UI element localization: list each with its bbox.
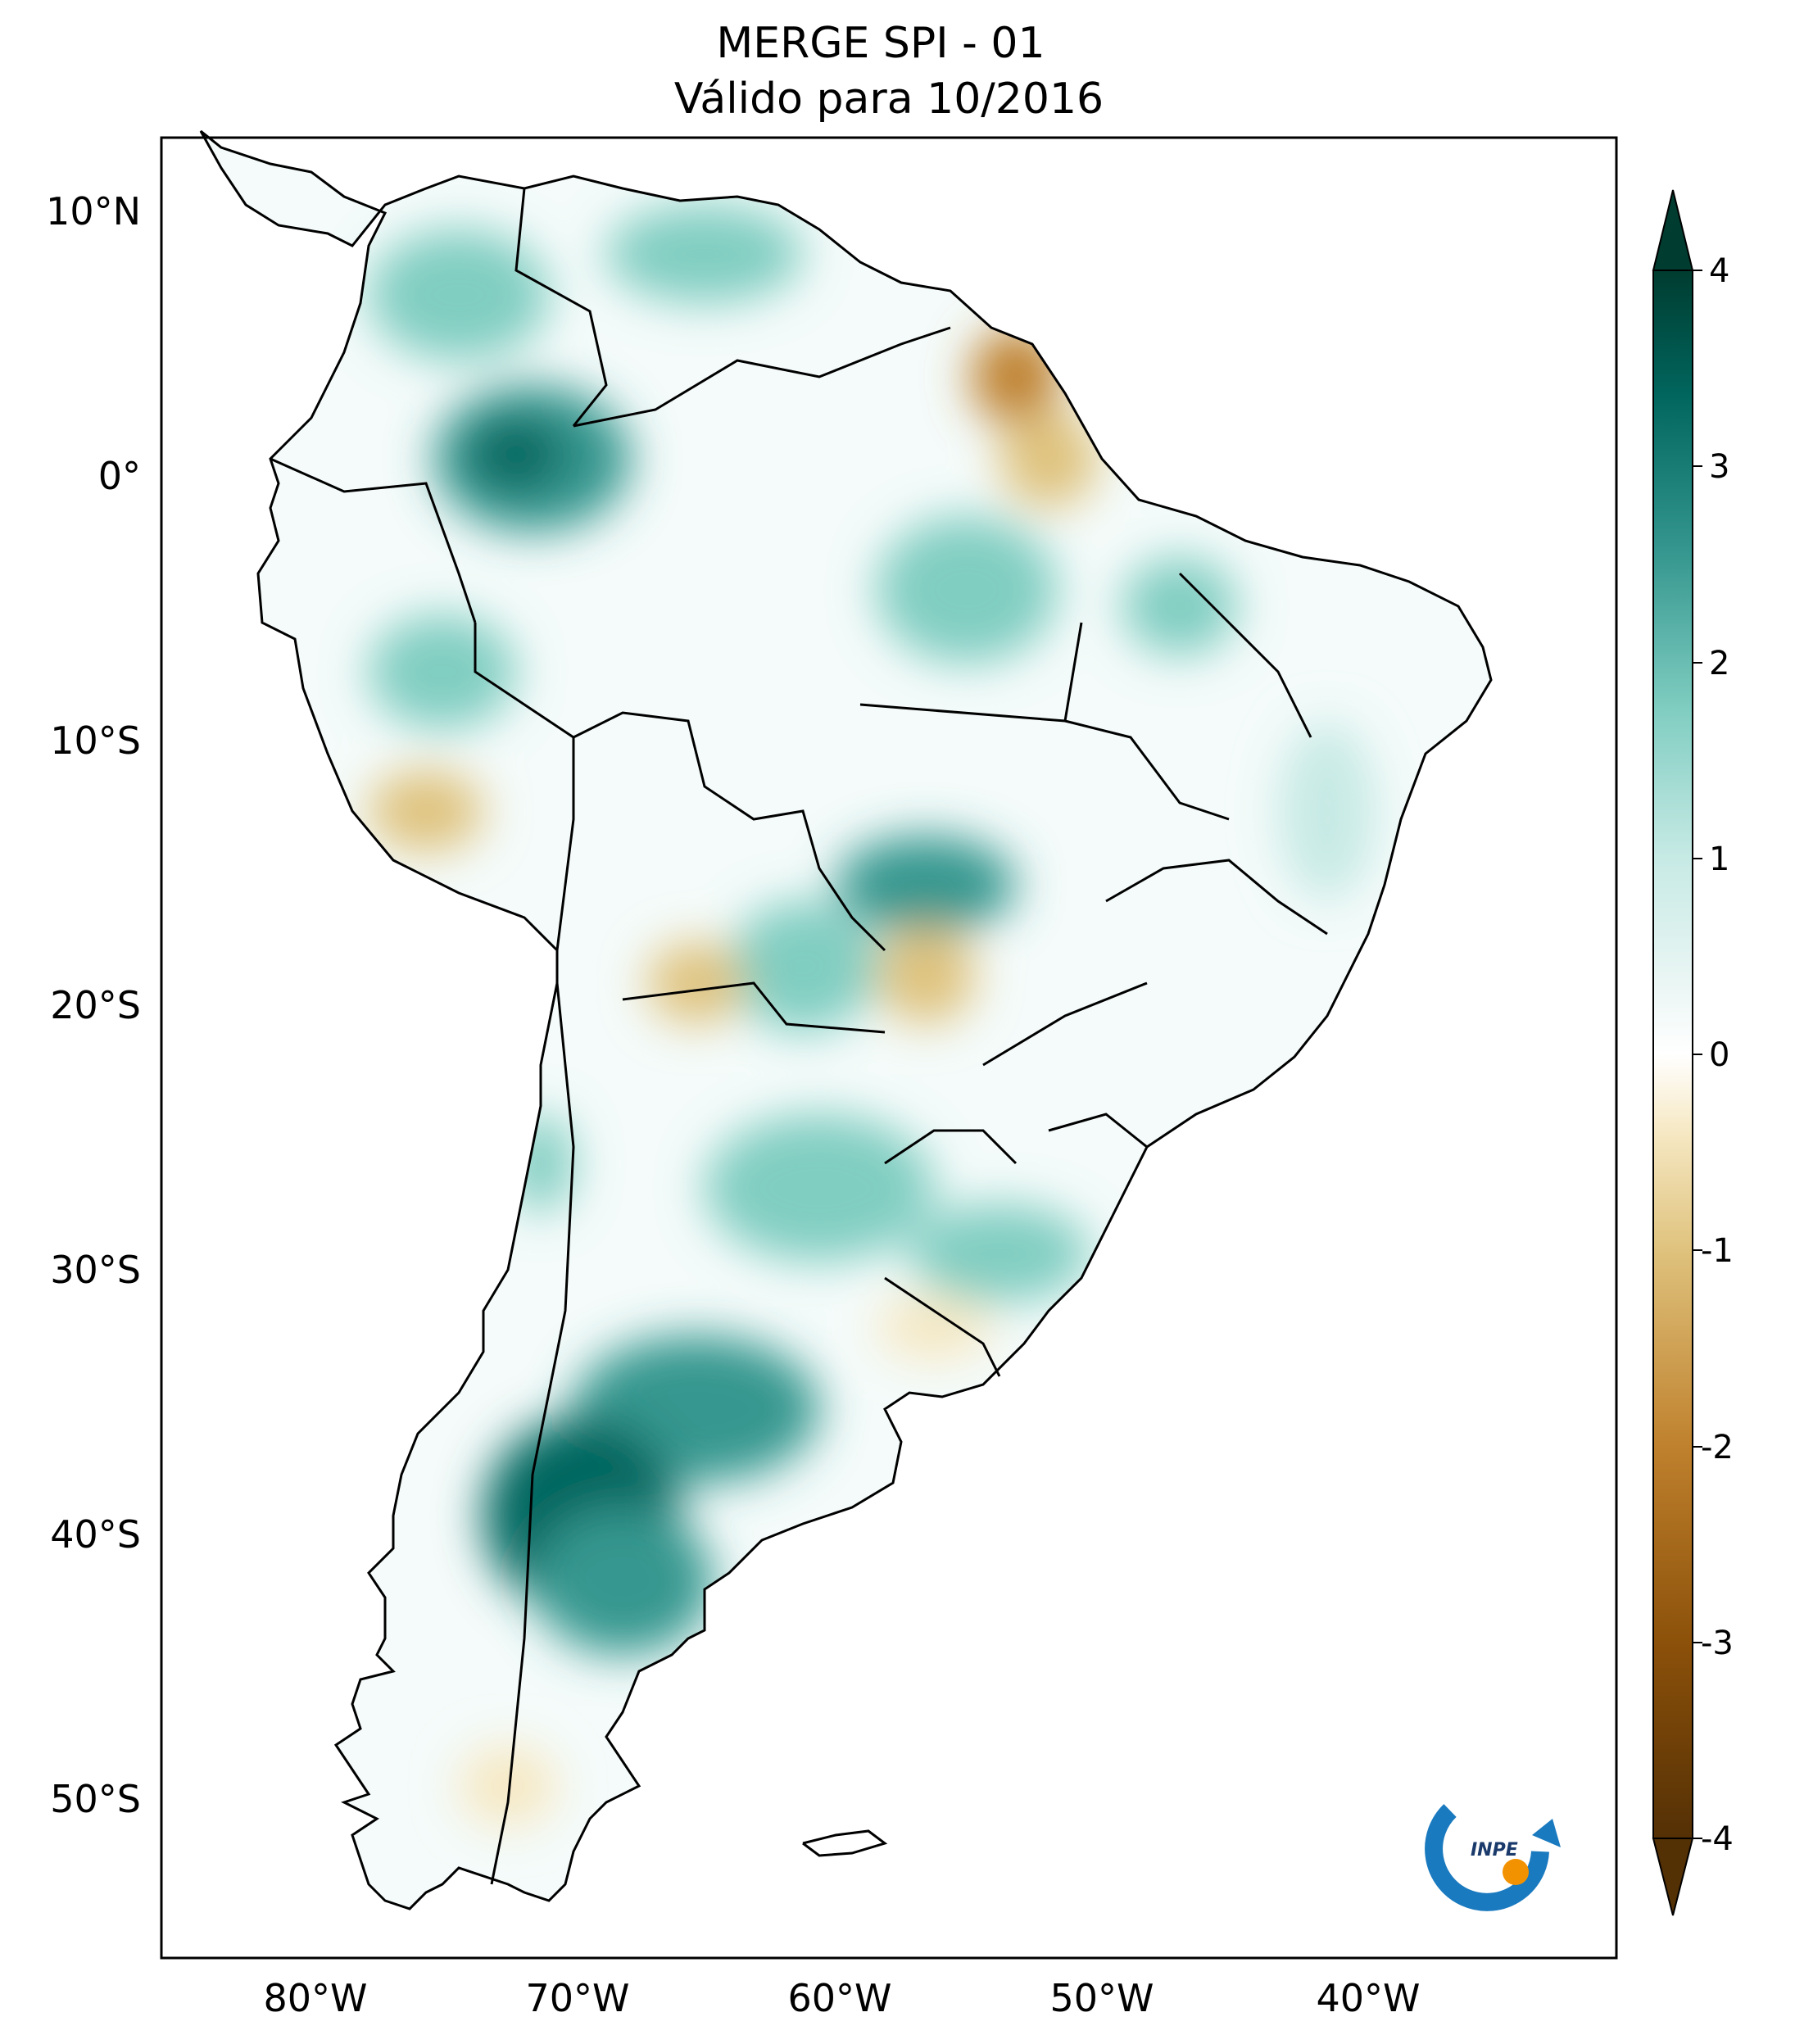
- lon-axis: 80°W 70°W 60°W 50°W 40°W: [263, 1976, 1420, 2020]
- cb-label-2: 2: [1709, 645, 1729, 682]
- colorbar-top-arrow: [1652, 189, 1694, 271]
- lat-label-50s: 50°S: [50, 1777, 141, 1821]
- blob-ms-dry: [877, 926, 975, 1024]
- blob-bahia-wet: [1278, 721, 1376, 901]
- blob-maranhao-wet: [1122, 557, 1237, 655]
- lat-label-10n: 10°N: [46, 189, 141, 233]
- blob-colombia-wet: [369, 229, 549, 360]
- state-border-3: [1178, 572, 1312, 738]
- coastline-and-borders: [199, 129, 1493, 1910]
- inpe-logo-icon: INPE: [1425, 1804, 1561, 1911]
- blob-rs-wet: [909, 1204, 1090, 1303]
- border-brazil-north: [573, 326, 951, 428]
- cb-label-m2: -2: [1701, 1429, 1734, 1466]
- lat-label-10s: 10°S: [50, 718, 141, 763]
- lon-label-60w: 60°W: [787, 1976, 891, 2020]
- border-brazil-uruguay: [884, 1276, 1001, 1377]
- border-peru-bolivia: [555, 737, 575, 951]
- cb-label-1: 1: [1709, 841, 1729, 878]
- inpe-logo-text: INPE: [1471, 1840, 1518, 1860]
- cb-label-m4: -4: [1701, 1820, 1734, 1858]
- blob-peru-wet: [369, 614, 516, 729]
- blob-venezuela-wet: [606, 205, 803, 303]
- blob-amazon-core: [467, 418, 565, 492]
- colorbar-tick-labels: 4 3 2 1 0 -1 -2 -3 -4: [1701, 252, 1734, 1858]
- border-colombia-peru: [270, 457, 477, 623]
- lon-label-80w: 80°W: [263, 1976, 367, 2020]
- cb-label-0: 0: [1709, 1036, 1729, 1074]
- cb-label-m3: -3: [1701, 1625, 1734, 1662]
- cb-label-m1: -1: [1701, 1232, 1734, 1270]
- blob-amapa-dry: [999, 410, 1098, 508]
- blob-mato-grosso-wet: [836, 836, 1016, 934]
- lat-label-30s: 30°S: [50, 1248, 141, 1292]
- blob-argentina-wet-3: [533, 1507, 713, 1655]
- lat-label-20s: 20°S: [50, 983, 141, 1027]
- blob-peru-dry: [369, 770, 483, 852]
- map-frame: [160, 136, 1618, 1960]
- blob-chaco-dry: [647, 942, 746, 1024]
- border-brazil-west: [474, 623, 886, 952]
- lat-axis: 10°N 0° 10°S 20°S 30°S 40°S 50°S: [46, 189, 141, 1821]
- spi-anomaly-blobs: [369, 205, 1376, 1827]
- state-border-4: [1105, 859, 1328, 936]
- colorbar-bar: [1652, 270, 1693, 1839]
- inpe-logo-arrow: [1532, 1819, 1561, 1847]
- cb-label-4: 4: [1709, 252, 1729, 290]
- lon-label-40w: 40°W: [1316, 1976, 1420, 2020]
- border-colombia-venezuela: [514, 188, 608, 427]
- inpe-logo-dot: [1503, 1859, 1529, 1885]
- border-bolivia-paraguay: [622, 981, 886, 1034]
- blob-para-wet: [877, 516, 1057, 664]
- lon-label-50w: 50°W: [1049, 1976, 1154, 2020]
- border-argentina-brazil: [884, 1129, 1018, 1165]
- cb-label-3: 3: [1709, 448, 1729, 486]
- title-line-1: MERGE SPI - 01: [716, 19, 1045, 68]
- lat-label-0: 0°: [98, 454, 141, 498]
- lon-label-70w: 70°W: [525, 1976, 629, 2020]
- colorbar-bottom-arrow: [1652, 1838, 1694, 1916]
- blob-paraguay-wet: [705, 1114, 934, 1262]
- border-argentina-chile: [490, 982, 575, 1885]
- state-border-6: [1048, 1113, 1148, 1149]
- lat-label-40s: 40°S: [50, 1512, 141, 1557]
- state-border-2: [1064, 719, 1230, 821]
- blob-patagonia-dry: [459, 1745, 557, 1827]
- state-border-5: [982, 981, 1148, 1067]
- title-line-2: Válido para 10/2016: [674, 75, 1104, 124]
- falklands: [802, 1829, 888, 1857]
- inpe-logo-arc: [1425, 1804, 1549, 1911]
- colorbar: 4 3 2 1 0 -1 -2 -3 -4: [1652, 189, 1734, 1916]
- colorbar-ticks: [1693, 270, 1702, 1839]
- blob-uruguay-dry: [877, 1294, 991, 1360]
